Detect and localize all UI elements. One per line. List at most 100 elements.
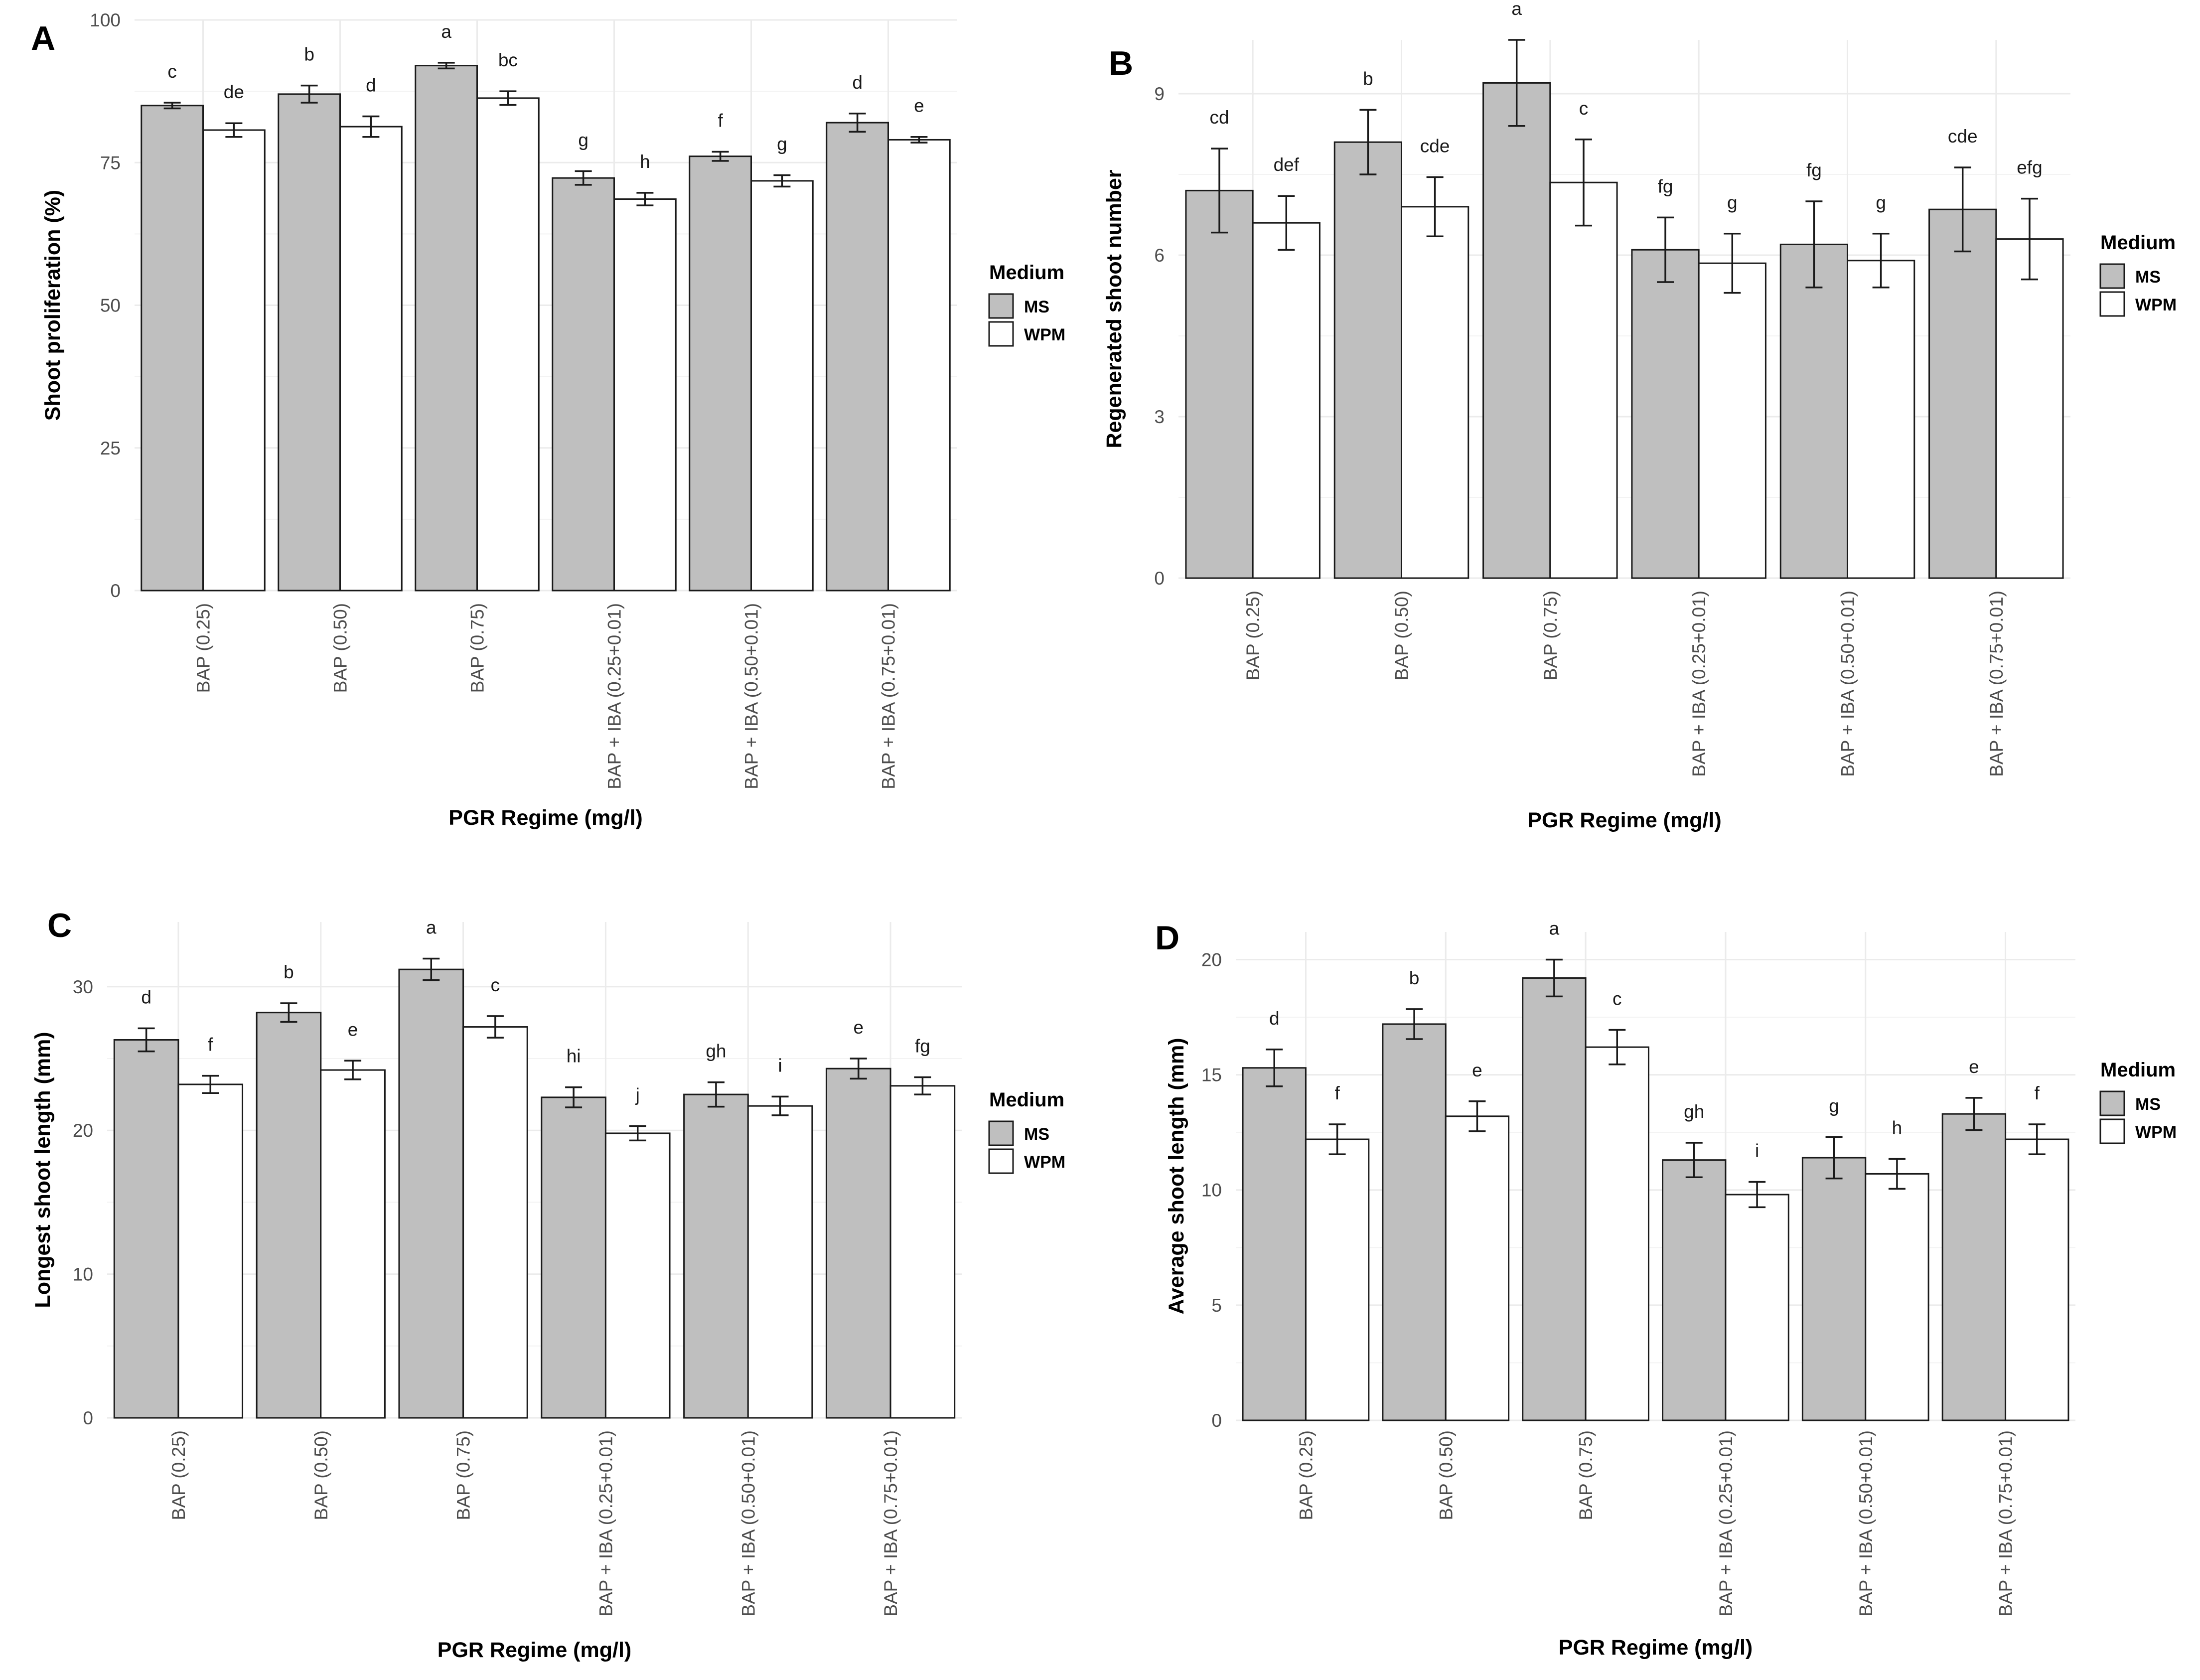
significance-letter: e: [914, 96, 924, 116]
bar-wpm: [1445, 1115, 1510, 1421]
x-tick-label: BAP + IBA (0.75+0.01): [879, 603, 899, 789]
bar-ms: [1941, 1113, 2007, 1421]
significance-letter: h: [1892, 1117, 1903, 1138]
significance-letter: f: [208, 1035, 213, 1055]
y-tick-label: 15: [1201, 1065, 1222, 1085]
bar-ms: [1382, 1023, 1447, 1421]
x-tick-label: BAP (0.25): [1296, 1430, 1316, 1520]
legend: Medium MS WPM: [988, 1089, 1065, 1174]
significance-letter: a: [441, 21, 451, 42]
significance-letter: cd: [1210, 107, 1229, 128]
bar-wpm: [1847, 260, 1915, 579]
bar-ms: [552, 177, 615, 592]
significance-letter: f: [718, 110, 723, 131]
bar-wpm: [604, 1132, 671, 1419]
x-tick-label: BAP + IBA (0.75+0.01): [1986, 591, 2007, 777]
bar-ms: [1779, 243, 1848, 579]
bar-wpm: [476, 97, 540, 592]
x-tick-label: BAP + IBA (0.25+0.01): [604, 603, 625, 789]
significance-letter: a: [1549, 918, 1560, 938]
y-tick-label: 0: [1154, 568, 1165, 589]
bar-ms: [689, 155, 752, 592]
chart-panel-c: C 0 10 20 30 d b a hi gh e f e c j i fg BAP (0.25) BAP (0.…: [31, 907, 1065, 1662]
x-tick-label: BAP + IBA (0.50+0.01): [738, 1430, 758, 1617]
bar-ms: [1928, 208, 1997, 579]
x-tick-label: BAP + IBA (0.50+0.01): [1856, 1430, 1876, 1617]
significance-letter: def: [1274, 154, 1300, 175]
y-tick-label: 20: [73, 1120, 93, 1141]
significance-letter: gh: [1684, 1101, 1704, 1122]
significance-letter: g: [578, 130, 588, 150]
significance-letter: b: [304, 44, 314, 65]
legend-swatch-wpm: [988, 1148, 1014, 1174]
x-tick-label: BAP (0.75): [1576, 1430, 1596, 1520]
significance-letter: cde: [1948, 126, 1978, 147]
y-axis-title: Shoot proliferation (%): [41, 190, 65, 421]
x-tick-label: BAP (0.75): [453, 1430, 474, 1520]
bar-wpm: [320, 1069, 386, 1419]
bar-ms: [1333, 141, 1402, 579]
significance-letter: fg: [1658, 176, 1673, 196]
x-tick-label: BAP + IBA (0.50+0.01): [1838, 591, 1858, 777]
bar-wpm: [1865, 1173, 1929, 1421]
legend: Medium MS WPM: [2099, 1059, 2177, 1144]
significance-letter: a: [426, 917, 437, 938]
x-tick-label: BAP + IBA (0.75+0.01): [1996, 1430, 2016, 1617]
legend-swatch-ms: [988, 293, 1014, 319]
bar-wpm: [1995, 238, 2064, 579]
panel-label: B: [1109, 44, 1133, 82]
bar-wpm: [750, 180, 814, 592]
x-axis-title: PGR Regime (mg/l): [448, 806, 642, 830]
significance-letter: e: [853, 1017, 864, 1038]
bar-wpm: [339, 126, 403, 592]
bar-ms: [826, 122, 889, 592]
panel-label: D: [1155, 919, 1179, 957]
x-tick-label: BAP (0.50): [1392, 591, 1412, 680]
bar-ms: [141, 105, 204, 592]
bar-wpm: [747, 1105, 813, 1419]
bar-wpm: [1305, 1138, 1370, 1421]
bar-ms: [1662, 1159, 1727, 1421]
legend-label: WPM: [1024, 1153, 1065, 1172]
significance-letter: gh: [706, 1041, 726, 1062]
legend-label: WPM: [1024, 325, 1065, 344]
y-tick-label: 5: [1211, 1295, 1222, 1316]
legend: Medium MS WPM: [988, 262, 1065, 347]
x-tick-label: BAP (0.75): [467, 603, 488, 693]
y-tick-label: 0: [83, 1408, 93, 1428]
significance-letter: d: [141, 987, 151, 1007]
significance-letter: d: [852, 72, 863, 93]
bar-ms: [683, 1093, 749, 1419]
x-axis-title: PGR Regime (mg/l): [1527, 808, 1721, 832]
legend-swatch-wpm: [988, 321, 1014, 347]
x-tick-label: BAP + IBA (0.75+0.01): [880, 1430, 901, 1617]
significance-letter: f: [1334, 1083, 1340, 1103]
y-tick-label: 0: [110, 581, 121, 601]
legend-title: Medium: [989, 262, 1064, 284]
bar-ms: [541, 1096, 606, 1419]
bar-ms: [278, 93, 341, 592]
legend-label: MS: [2135, 1095, 2161, 1114]
bar-ms: [415, 65, 478, 592]
significance-letter: c: [491, 975, 500, 995]
y-tick-label: 100: [90, 10, 121, 30]
legend-swatch-wpm: [2099, 291, 2125, 317]
significance-letter: d: [366, 75, 376, 96]
x-tick-label: BAP + IBA (0.25+0.01): [1716, 1430, 1736, 1617]
bar-wpm: [887, 139, 951, 592]
y-tick-label: 30: [73, 977, 93, 997]
x-tick-label: BAP (0.25): [1243, 591, 1263, 680]
bar-ms: [825, 1068, 891, 1419]
bar-ms: [1242, 1067, 1307, 1421]
y-axis-title: Longest shoot length (mm): [31, 1032, 55, 1308]
legend-title: Medium: [2100, 1059, 2176, 1081]
legend-label: MS: [1024, 1125, 1049, 1144]
bar-ms: [1801, 1157, 1867, 1421]
panel-label: A: [31, 19, 55, 57]
significance-letter: g: [777, 134, 787, 154]
x-tick-label: BAP (0.75): [1540, 591, 1561, 680]
significance-letter: c: [1613, 988, 1622, 1009]
significance-letter: e: [1472, 1060, 1482, 1080]
significance-letter: b: [284, 962, 294, 982]
